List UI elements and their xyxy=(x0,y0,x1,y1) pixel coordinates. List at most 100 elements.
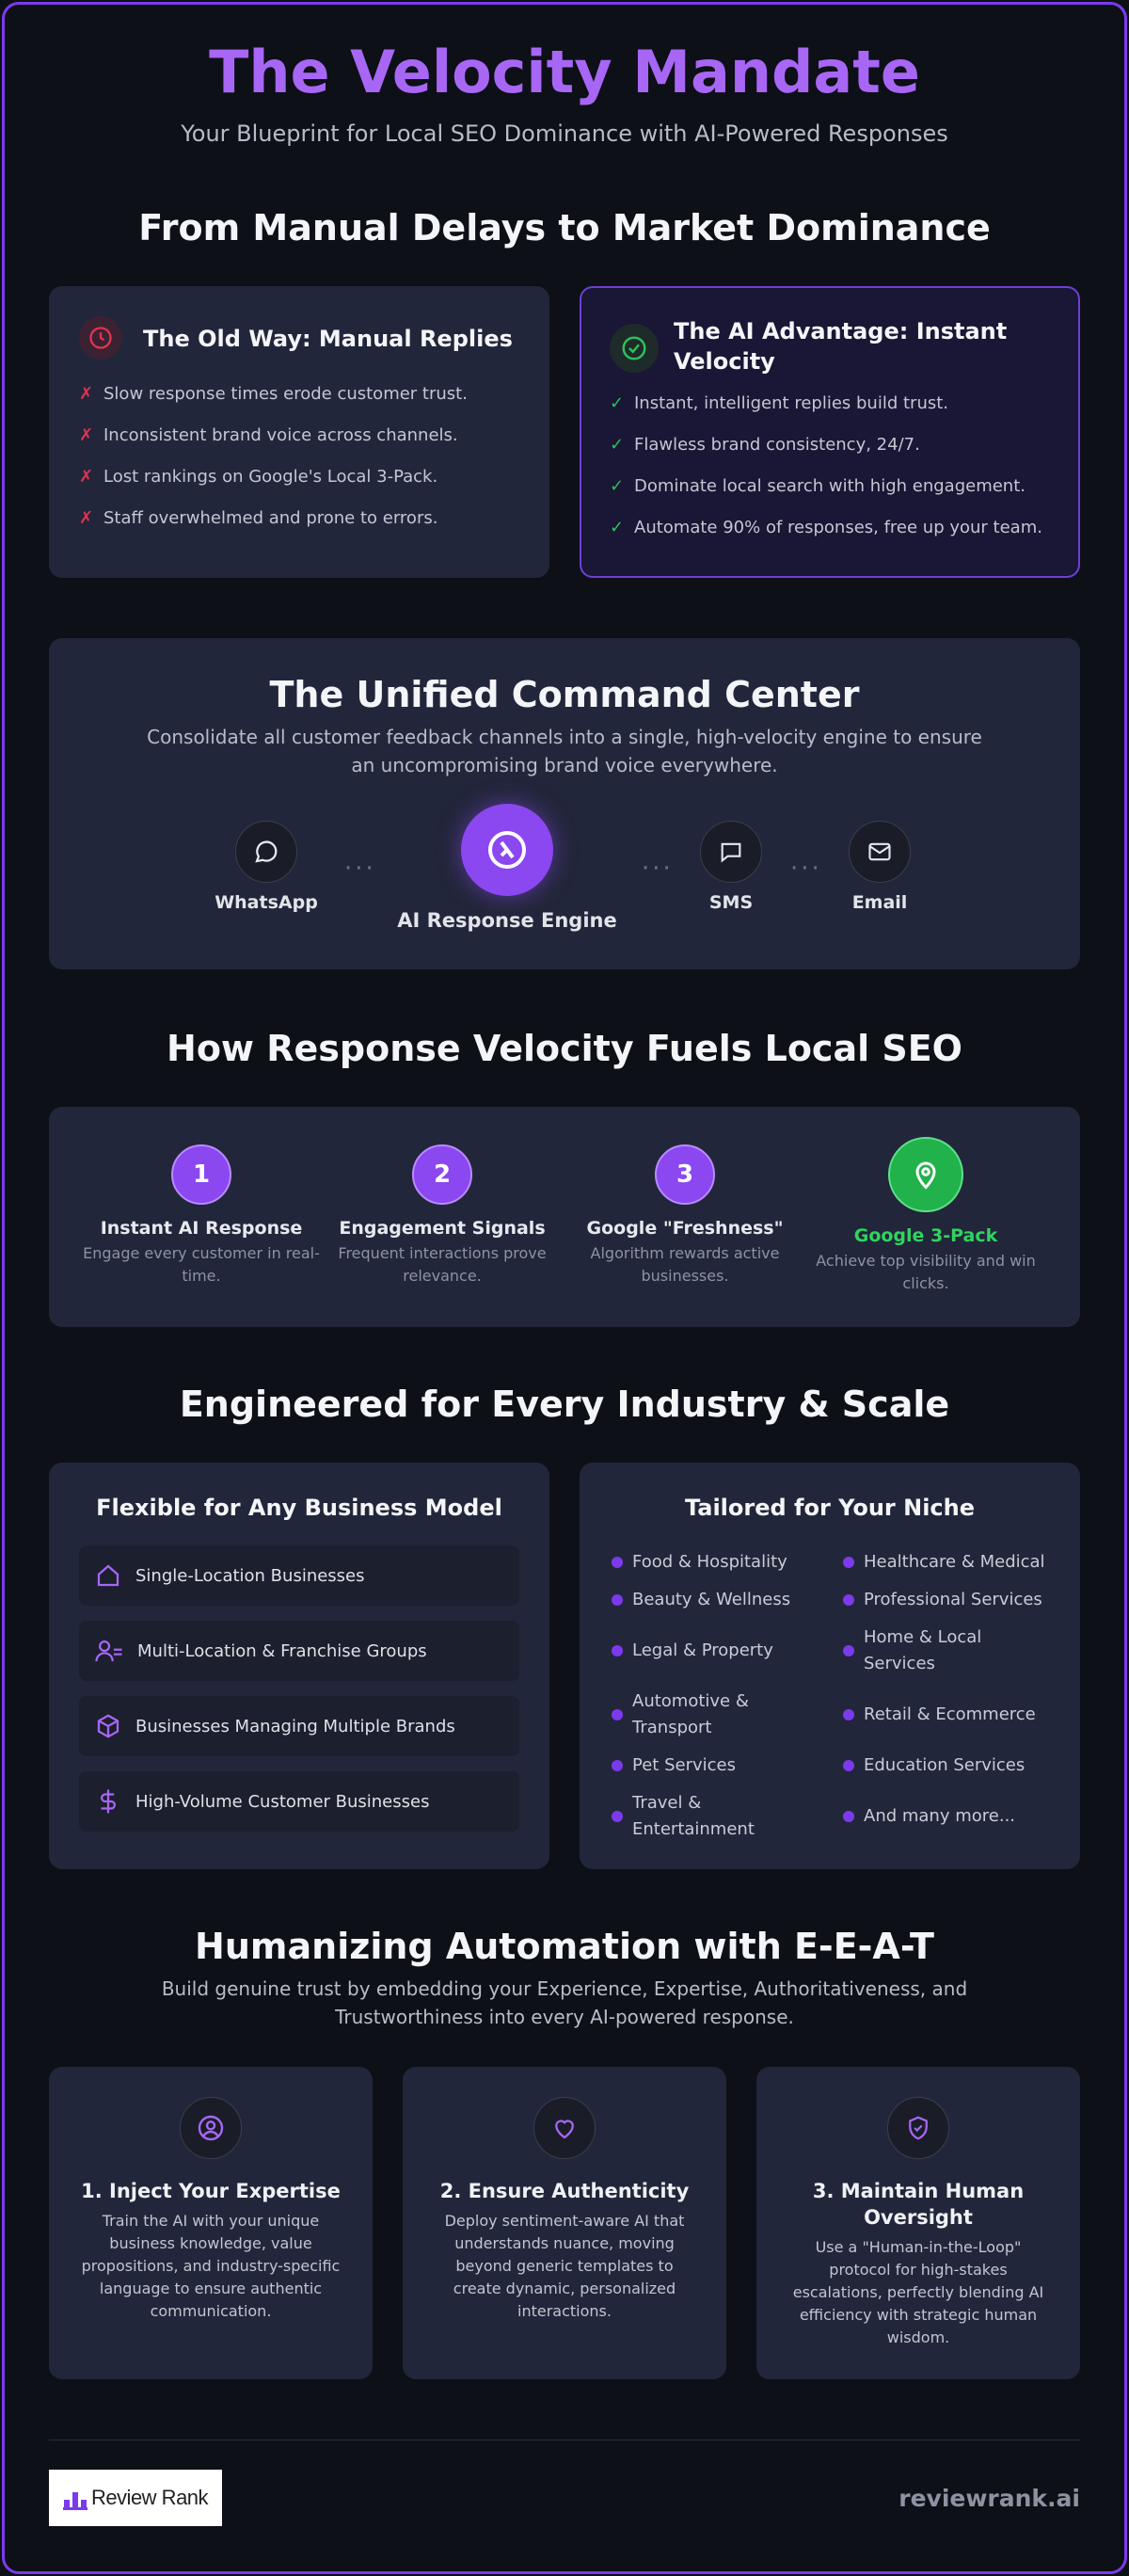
eeat-card-title: 2. Ensure Authenticity xyxy=(439,2180,690,2202)
eeat-card-oversight: 3. Maintain Human Oversight Use a "Human… xyxy=(756,2067,1080,2379)
bullet-dot xyxy=(612,1709,623,1720)
page-subtitle: Your Blueprint for Local SEO Dominance w… xyxy=(181,120,948,147)
eeat-card-authenticity: 2. Ensure Authenticity Deploy sentiment-… xyxy=(403,2067,726,2379)
step-desc: Algorithm rewards active businesses. xyxy=(590,1244,780,1285)
ai-advantage-title: The AI Advantage: Instant Velocity xyxy=(674,318,1008,375)
x-mark-icon: ✗ xyxy=(79,384,94,404)
eeat-card-title: 1. Inject Your Expertise xyxy=(81,2180,341,2202)
velocity-card: 1 Instant AI Response Engage every custo… xyxy=(49,1107,1080,1327)
step-number: 2 xyxy=(412,1144,472,1205)
sms-icon xyxy=(700,821,762,883)
eeat-title: Humanizing Automation with E-E-A-T xyxy=(195,1926,934,1967)
heart-icon xyxy=(533,2097,596,2159)
list-item: ✗ Slow response times erode customer trus… xyxy=(79,384,531,425)
ai-advantage-card: The AI Advantage: Instant Velocity ✓ Inst… xyxy=(580,286,1080,578)
check-mark-icon: ✓ xyxy=(610,518,625,537)
x-mark-icon: ✗ xyxy=(79,425,94,445)
bullet-dot xyxy=(843,1811,854,1822)
whatsapp-label: WhatsApp xyxy=(215,892,318,913)
niche-item: Professional Services xyxy=(864,1590,1042,1609)
home-icon xyxy=(94,1561,122,1590)
list-item: ✓ Automate 90% of responses, free up your… xyxy=(610,518,1071,559)
old-way-title: The Old Way: Manual Replies xyxy=(143,326,513,352)
niche-item: Healthcare & Medical xyxy=(864,1552,1045,1572)
package-icon xyxy=(94,1712,122,1740)
user-circle-icon xyxy=(180,2097,242,2159)
check-mark-icon: ✓ xyxy=(610,393,625,413)
map-pin-icon xyxy=(888,1137,963,1212)
connector-dots: ··· xyxy=(790,855,822,883)
niche-item: Retail & Ecommerce xyxy=(864,1704,1036,1724)
comparison-title: From Manual Delays to Market Dominance xyxy=(138,207,991,248)
industry-title: Engineered for Every Industry & Scale xyxy=(179,1384,950,1425)
check-mark-icon: ✓ xyxy=(610,435,625,455)
review-rank-logo[interactable]: Review Rank xyxy=(49,2470,222,2526)
shield-check-icon xyxy=(887,2097,949,2159)
list-item: ✗ Lost rankings on Google's Local 3-Pack. xyxy=(79,467,531,508)
old-way-card: The Old Way: Manual Replies ✗ Slow respon… xyxy=(49,286,549,578)
business-model-item: High-Volume Customer Businesses xyxy=(79,1771,519,1832)
eeat-card-desc: Train the AI with your unique business k… xyxy=(81,2212,341,2320)
bullet-dot xyxy=(612,1594,623,1606)
niche-item: Home & Local Services xyxy=(864,1627,982,1673)
step-title: Instant AI Response xyxy=(100,1218,303,1239)
bullet-dot xyxy=(843,1645,854,1656)
page-title: The Velocity Mandate xyxy=(209,38,920,106)
x-mark-icon: ✗ xyxy=(79,467,94,487)
bullet-dot xyxy=(843,1557,854,1568)
old-way-list: ✗ Slow response times erode customer trus… xyxy=(79,384,531,550)
velocity-title: How Response Velocity Fuels Local SEO xyxy=(167,1028,962,1069)
connector-dots: ··· xyxy=(344,855,376,883)
step-title: Google "Freshness" xyxy=(586,1218,784,1239)
bullet-dot xyxy=(612,1645,623,1656)
niche-item: Beauty & Wellness xyxy=(632,1590,791,1609)
connector-dots: ··· xyxy=(642,855,674,883)
ai-advantage-list: ✓ Instant, intelligent replies build trus… xyxy=(610,393,1071,559)
list-item: ✗ Staff overwhelmed and prone to errors. xyxy=(79,508,531,550)
x-mark-icon: ✗ xyxy=(79,508,94,528)
niche-item: And many more... xyxy=(864,1806,1016,1826)
check-circle-icon xyxy=(610,324,659,373)
eeat-card-desc: Deploy sentiment-aware AI that understan… xyxy=(444,2212,685,2320)
eeat-desc: Build genuine trust by embedding your Ex… xyxy=(161,1977,968,2028)
niche-card: Tailored for Your Niche Food & Hospitali… xyxy=(580,1463,1080,1869)
niche-item: Legal & Property xyxy=(632,1640,773,1660)
email-label: Email xyxy=(851,892,908,913)
command-center-desc: Consolidate all customer feedback channe… xyxy=(147,726,982,776)
business-model-card: Flexible for Any Business Model Single-L… xyxy=(49,1463,549,1869)
check-mark-icon: ✓ xyxy=(610,476,625,496)
niche-item: Automotive & Transport xyxy=(632,1691,749,1737)
eeat-card-title: 3. Maintain Human Oversight xyxy=(812,2180,1025,2229)
whatsapp-icon xyxy=(235,821,297,883)
footer-site-link[interactable]: reviewrank.ai xyxy=(898,2485,1080,2512)
step-title: Google 3-Pack xyxy=(853,1225,998,1246)
business-model-item: Businesses Managing Multiple Brands xyxy=(79,1696,519,1756)
logo-text: Review Rank xyxy=(90,2486,209,2509)
bullet-dot xyxy=(612,1811,623,1822)
step-number: 1 xyxy=(171,1144,231,1205)
email-icon xyxy=(849,821,911,883)
business-model-item: Single-Location Businesses xyxy=(79,1545,519,1606)
step-desc: Frequent interactions prove relevance. xyxy=(338,1244,547,1285)
niche-item: Pet Services xyxy=(632,1755,736,1775)
bullet-dot xyxy=(612,1557,623,1568)
sms-label: SMS xyxy=(708,892,754,913)
step-desc: Engage every customer in real- time. xyxy=(83,1244,320,1285)
niche-item: Education Services xyxy=(864,1755,1026,1775)
eeat-card-desc: Use a "Human-in-the-Loop" protocol for h… xyxy=(792,2238,1044,2346)
step-number: 3 xyxy=(655,1144,715,1205)
list-item: ✓ Flawless brand consistency, 24/7. xyxy=(610,435,1071,476)
bullet-dot xyxy=(843,1760,854,1771)
eeat-card-expertise: 1. Inject Your Expertise Train the AI wi… xyxy=(49,2067,373,2379)
business-model-title: Flexible for Any Business Model xyxy=(96,1495,502,1521)
clock-icon xyxy=(79,316,122,360)
users-icon xyxy=(94,1637,124,1665)
business-model-item: Multi-Location & Franchise Groups xyxy=(79,1621,519,1681)
dollar-icon xyxy=(94,1787,122,1816)
ai-engine-icon xyxy=(461,804,553,896)
bar-chart-logo-icon xyxy=(62,2485,87,2511)
command-center-card: The Unified Command Center Consolidate a… xyxy=(49,638,1080,969)
list-item: ✓ Dominate local search with high engagem… xyxy=(610,476,1071,518)
list-item: ✓ Instant, intelligent replies build trus… xyxy=(610,393,1071,435)
ai-engine-label: AI Response Engine xyxy=(397,909,617,932)
